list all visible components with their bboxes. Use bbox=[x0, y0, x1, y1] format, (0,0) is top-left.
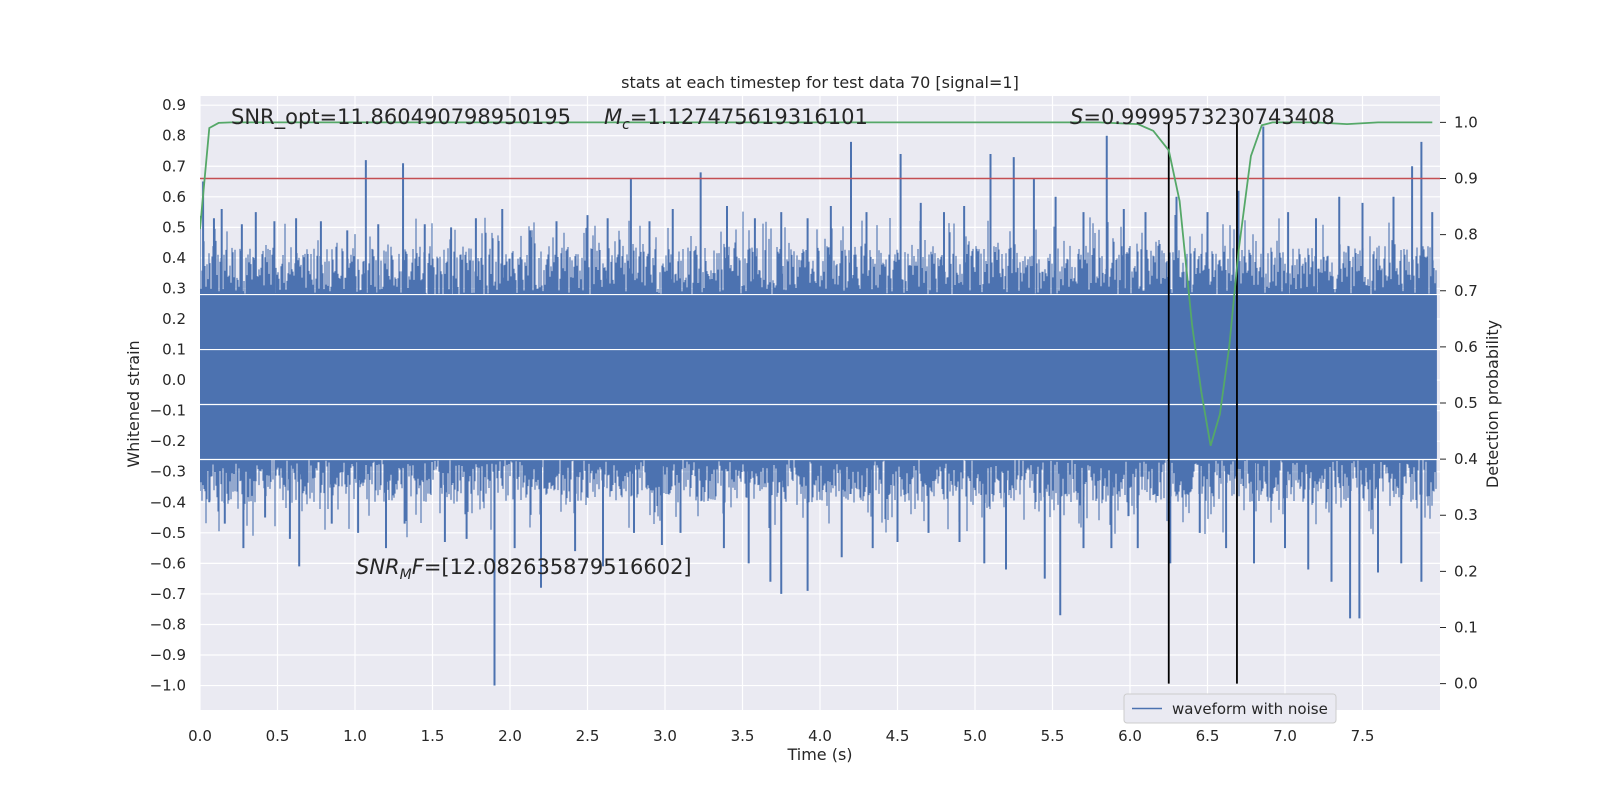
y2-tick-label: 0.6 bbox=[1454, 338, 1478, 356]
y-axis-label: Whitened strain bbox=[124, 340, 143, 467]
legend-box bbox=[1123, 693, 1337, 724]
y-tick-label: −0.1 bbox=[150, 402, 186, 420]
snr-mf-mid: F bbox=[412, 555, 425, 579]
y2-tick-label: 0.5 bbox=[1454, 394, 1478, 412]
annotation-score: S=0.9999573230743408 bbox=[1070, 105, 1335, 129]
y2-tick-label: 1.0 bbox=[1454, 113, 1478, 131]
y2-tick-label: 0.1 bbox=[1454, 618, 1478, 636]
snr-mf-value: =[12.082635879516602] bbox=[424, 555, 692, 579]
x-tick-label: 3.0 bbox=[653, 727, 677, 745]
x-tick-label: 5.5 bbox=[1041, 727, 1065, 745]
y-tick-label: 0.2 bbox=[162, 310, 186, 328]
x-tick-label: 2.5 bbox=[576, 727, 600, 745]
y2-tick-label: 0.9 bbox=[1454, 170, 1478, 188]
x-tick-label: 0.0 bbox=[188, 727, 212, 745]
y-tick-label: −0.7 bbox=[150, 585, 186, 603]
annotation-chirp-mass: Mc=1.127475619316101 bbox=[604, 105, 868, 133]
y-tick-label: −0.6 bbox=[150, 554, 186, 572]
y2-tick-label: 0.0 bbox=[1454, 675, 1478, 693]
axes: 0.0 0.5 1.0 1.5 2.0 2.5 3.0 3.5 4.0 4.5 5.0 5.5 6.0 6… bbox=[150, 96, 1478, 745]
y-tick-label: 0.0 bbox=[162, 371, 186, 389]
y-tick-label: 0.6 bbox=[162, 188, 186, 206]
y-tick-label: 0.9 bbox=[162, 96, 186, 114]
y-tick-label: 0.7 bbox=[162, 157, 186, 175]
annotation-snr-mf: SNRMF=[12.082635879516602] bbox=[356, 555, 692, 583]
y2-axis-label: Detection probability bbox=[1483, 320, 1502, 488]
x-tick-label: 7.0 bbox=[1273, 727, 1297, 745]
y-tick-label: −0.3 bbox=[150, 463, 186, 481]
y-tick-label: −0.8 bbox=[150, 615, 186, 633]
y-tick-label: −0.5 bbox=[150, 524, 186, 542]
x-tick-label: 6.5 bbox=[1196, 727, 1220, 745]
y-tick-label: −0.2 bbox=[150, 432, 186, 450]
y-tick-label: 0.1 bbox=[162, 341, 186, 359]
y2-tick-label: 0.2 bbox=[1454, 562, 1478, 580]
y-tick-label: 0.4 bbox=[162, 249, 186, 267]
y-tick-label: −0.4 bbox=[150, 493, 186, 511]
chart-title: stats at each timestep for test data 70 … bbox=[621, 73, 1019, 92]
data-layer bbox=[200, 121, 1440, 686]
y-tick-label: −1.0 bbox=[150, 677, 186, 695]
chirp-mass-subscript: c bbox=[622, 117, 630, 133]
x-tick-label: 7.5 bbox=[1351, 727, 1375, 745]
x-tick-label: 3.5 bbox=[731, 727, 755, 745]
legend-label-waveform: waveform with noise bbox=[1172, 700, 1328, 718]
y2-tick-label: 0.8 bbox=[1454, 226, 1478, 244]
x-tick-label: 2.0 bbox=[498, 727, 522, 745]
x-tick-label: 6.0 bbox=[1118, 727, 1142, 745]
x-tick-label: 1.5 bbox=[421, 727, 445, 745]
y2-tick-label: 0.4 bbox=[1454, 450, 1478, 468]
x-tick-label: 4.5 bbox=[886, 727, 910, 745]
x-axis-label: Time (s) bbox=[786, 745, 852, 764]
y2-tick-label: 0.7 bbox=[1454, 282, 1478, 300]
chirp-mass-symbol: M bbox=[604, 105, 622, 129]
snr-mf-symbol: SNR bbox=[356, 555, 400, 579]
y-tick-label: 0.5 bbox=[162, 218, 186, 236]
snr-mf-subscript: M bbox=[400, 567, 412, 583]
chirp-mass-value: =1.127475619316101 bbox=[630, 105, 868, 129]
x-tick-label: 0.5 bbox=[266, 727, 290, 745]
y-tick-label: −0.9 bbox=[150, 646, 186, 664]
legend: waveform with noise bbox=[1123, 693, 1337, 724]
y-tick-label: 0.3 bbox=[162, 279, 186, 297]
x-tick-label: 1.0 bbox=[343, 727, 367, 745]
x-tick-label: 5.0 bbox=[963, 727, 987, 745]
detection-probability-line bbox=[200, 121, 1433, 446]
annotation-snr-opt: SNR_opt=11.860490798950195 bbox=[231, 105, 571, 130]
y-tick-label: 0.8 bbox=[162, 127, 186, 145]
y2-tick-label: 0.3 bbox=[1454, 506, 1478, 524]
score-symbol: S bbox=[1070, 105, 1083, 129]
score-value: =0.9999573230743408 bbox=[1083, 105, 1334, 129]
x-tick-label: 4.0 bbox=[808, 727, 832, 745]
